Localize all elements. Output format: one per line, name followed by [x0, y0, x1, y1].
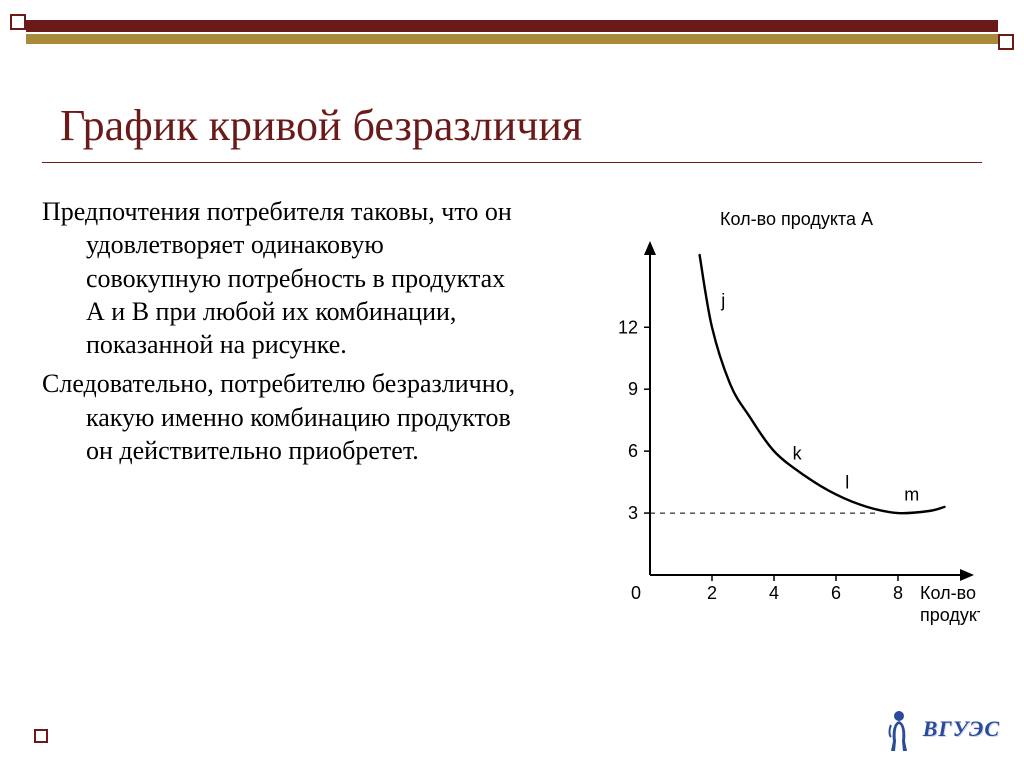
paragraph: Предпочтения потребителя таковы, что он … [42, 195, 522, 361]
page-title: График кривой безразличия [60, 100, 582, 151]
indifference-curve-chart: Кол-во продукта А 3 6 9 12 2 4 6 8 0 j k l m Кол-вопро… [560, 195, 980, 655]
svg-text:0: 0 [631, 583, 641, 603]
paragraph: Следовательно, потребителю безразлично, … [42, 367, 522, 467]
title-underline [42, 162, 982, 163]
svg-text:продукта В: продукта В [920, 605, 980, 625]
svg-text:k: k [793, 443, 803, 463]
chart-svg: Кол-во продукта А 3 6 9 12 2 4 6 8 0 j k l m Кол-вопро… [560, 195, 980, 655]
bar-corner-marker [10, 14, 26, 30]
svg-text:4: 4 [769, 583, 779, 603]
body-text: Предпочтения потребителя таковы, что он … [42, 195, 522, 473]
footer-logo: ВГУЭС [881, 707, 1000, 751]
svg-text:12: 12 [618, 317, 638, 337]
svg-text:6: 6 [831, 583, 841, 603]
svg-text:6: 6 [628, 441, 638, 461]
svg-text:8: 8 [893, 583, 903, 603]
footer-bullet [34, 729, 48, 743]
logo-icon [881, 707, 917, 751]
svg-text:9: 9 [628, 379, 638, 399]
svg-text:Кол-во продукта А: Кол-во продукта А [720, 209, 873, 229]
logo-text: ВГУЭС [923, 716, 1000, 742]
svg-text:2: 2 [707, 583, 717, 603]
bar-corner-marker [998, 34, 1014, 50]
bar-stripe-gold [26, 34, 998, 44]
svg-text:l: l [845, 472, 849, 492]
svg-text:3: 3 [628, 503, 638, 523]
bar-stripe-dark [26, 20, 998, 32]
svg-text:Кол-во: Кол-во [920, 583, 976, 603]
header-bar [12, 16, 1012, 48]
svg-text:j: j [720, 291, 725, 311]
svg-text:m: m [904, 485, 919, 505]
